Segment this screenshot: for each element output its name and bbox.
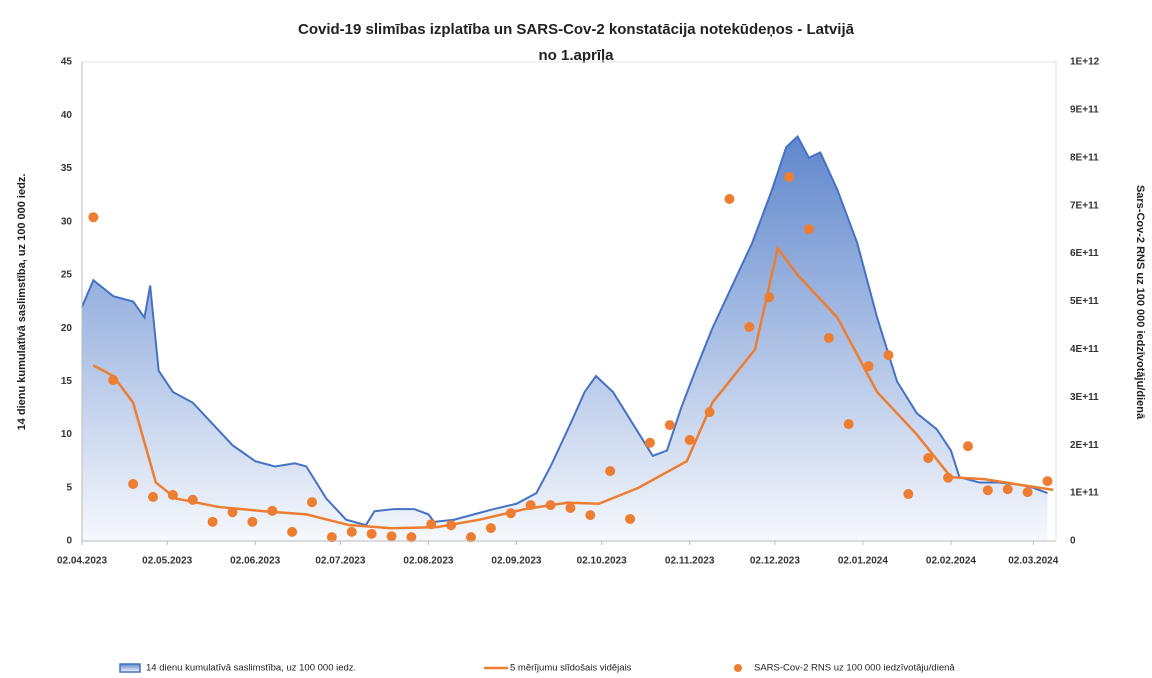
y-tick-label: 0 xyxy=(66,536,72,547)
scatter-point xyxy=(1002,484,1013,495)
y2-axis-label: Sars-Cov-2 RNS uz 100 000 iedzīvotāju/di… xyxy=(1134,185,1146,420)
scatter-point xyxy=(307,497,318,508)
scatter-point xyxy=(366,528,377,539)
scatter-point xyxy=(943,472,954,483)
scatter-point xyxy=(247,516,258,527)
x-tick-label: 02.05.2023 xyxy=(142,556,192,567)
scatter-point xyxy=(287,526,298,537)
scatter-point xyxy=(326,532,337,543)
scatter-point xyxy=(147,491,158,502)
chart-title: no 1.aprīļa xyxy=(538,47,614,64)
scatter-point xyxy=(684,434,695,445)
scatter-point xyxy=(108,375,119,386)
scatter-point xyxy=(724,193,735,204)
scatter-point xyxy=(426,519,437,530)
scatter-point xyxy=(525,500,536,511)
y-tick-label: 40 xyxy=(61,110,73,121)
scatter-point xyxy=(605,466,616,477)
scatter-point xyxy=(207,516,218,527)
scatter-point xyxy=(267,505,278,516)
scatter-point xyxy=(565,502,576,513)
legend-label: 5 mērījumu slīdošais vidējais xyxy=(510,663,632,674)
scatter-point xyxy=(227,507,238,518)
scatter-point xyxy=(545,500,556,511)
scatter-point xyxy=(704,407,715,418)
x-tick-label: 02.04.2023 xyxy=(57,556,107,567)
y2-tick-label: 5E+11 xyxy=(1070,296,1099,307)
x-tick-label: 02.03.2024 xyxy=(1008,556,1058,567)
scatter-point xyxy=(585,510,596,521)
y2-tick-label: 3E+11 xyxy=(1070,392,1099,403)
y2-tick-label: 7E+11 xyxy=(1070,200,1099,211)
scatter-point xyxy=(485,523,496,534)
scatter-point xyxy=(863,361,874,372)
scatter-point xyxy=(505,508,516,519)
scatter-point xyxy=(466,532,477,543)
scatter-point xyxy=(962,441,973,452)
scatter-point xyxy=(803,224,814,235)
x-tick-label: 02.01.2024 xyxy=(838,556,888,567)
scatter-point xyxy=(1022,487,1033,498)
y-tick-label: 20 xyxy=(61,323,73,334)
scatter-point xyxy=(664,420,675,431)
x-tick-label: 02.09.2023 xyxy=(491,556,541,567)
y-tick-label: 5 xyxy=(66,482,72,493)
y-tick-label: 45 xyxy=(61,57,73,68)
y-tick-label: 30 xyxy=(61,216,73,227)
y-tick-label: 10 xyxy=(61,429,73,440)
scatter-point xyxy=(406,532,417,543)
scatter-point xyxy=(764,292,775,303)
y2-tick-label: 1E+11 xyxy=(1070,488,1099,499)
legend-swatch xyxy=(734,664,742,672)
area xyxy=(82,136,1048,541)
scatter-point xyxy=(625,513,636,524)
scatter-point xyxy=(167,490,178,501)
scatter-point xyxy=(1042,476,1053,487)
x-tick-label: 02.10.2023 xyxy=(577,556,627,567)
y2-tick-label: 8E+11 xyxy=(1070,152,1099,163)
scatter-point xyxy=(843,419,854,430)
chart-title: Covid-19 slimības izplatība un SARS-Cov-… xyxy=(298,21,855,38)
x-tick-label: 02.07.2023 xyxy=(315,556,365,567)
scatter-point xyxy=(346,526,357,537)
x-tick-label: 02.12.2023 xyxy=(750,556,800,567)
scatter-point xyxy=(744,321,755,332)
y2-tick-label: 1E+12 xyxy=(1070,57,1100,68)
scatter-point xyxy=(823,332,834,343)
y-tick-label: 25 xyxy=(61,270,73,281)
y2-tick-label: 9E+11 xyxy=(1070,105,1099,116)
legend-swatch xyxy=(119,663,141,673)
y2-tick-label: 6E+11 xyxy=(1070,248,1099,259)
scatter-point xyxy=(923,453,934,464)
x-tick-label: 02.06.2023 xyxy=(230,556,280,567)
x-tick-label: 02.11.2023 xyxy=(665,556,715,567)
scatter-point xyxy=(446,520,457,531)
scatter-point xyxy=(386,531,397,542)
scatter-point xyxy=(784,171,795,182)
legend-label: 14 dienu kumulatīvā saslimstība, uz 100 … xyxy=(146,663,356,674)
scatter-point xyxy=(903,489,914,500)
y-axis-label: 14 dienu kumulatīvā saslimstība, uz 100 … xyxy=(16,174,28,431)
area-outline xyxy=(81,134,1048,527)
scatter-point xyxy=(128,478,139,489)
scatter-point xyxy=(187,494,198,505)
scatter-point xyxy=(88,212,99,223)
y2-tick-label: 4E+11 xyxy=(1070,344,1099,355)
y-tick-label: 15 xyxy=(61,376,73,387)
scatter-point xyxy=(644,437,655,448)
y2-tick-label: 0 xyxy=(1070,536,1076,547)
y2-tick-label: 2E+11 xyxy=(1070,440,1099,451)
scatter-point xyxy=(883,350,894,361)
y-tick-label: 35 xyxy=(61,163,73,174)
scatter-point xyxy=(982,485,993,496)
x-tick-label: 02.08.2023 xyxy=(403,556,453,567)
x-tick-label: 02.02.2024 xyxy=(926,556,976,567)
legend-label: SARS-Cov-2 RNS uz 100 000 iedzīvotāju/di… xyxy=(754,663,955,674)
